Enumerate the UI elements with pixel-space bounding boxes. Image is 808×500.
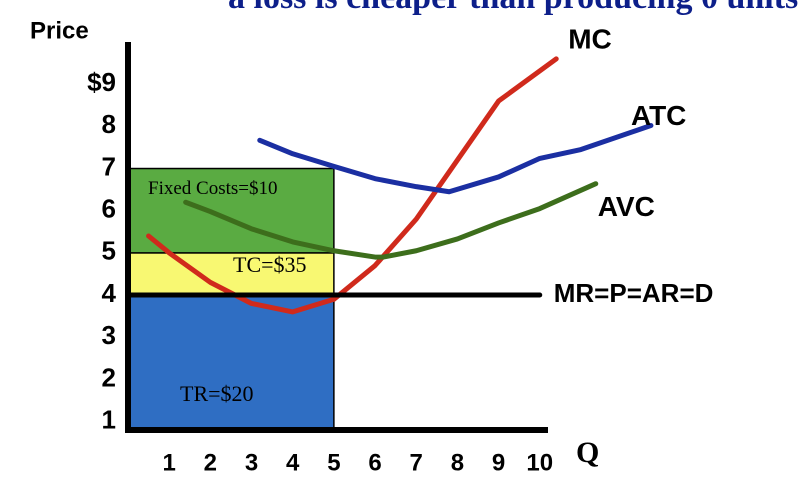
x-tick-label: 7 xyxy=(410,449,423,476)
legend-label: MR=P=AR=D xyxy=(554,278,714,308)
region-label: TR=$20 xyxy=(180,381,254,406)
region-label: TC=$35 xyxy=(233,252,307,277)
region xyxy=(128,252,335,296)
y-tick-label: 2 xyxy=(102,362,116,392)
series-line xyxy=(146,56,559,315)
region xyxy=(128,167,335,254)
y-tick-label: 8 xyxy=(102,109,116,139)
x-tick-label: 3 xyxy=(245,449,258,476)
x-tick-label: 10 xyxy=(526,449,553,476)
y-axis-label: Price xyxy=(30,17,89,44)
legend-label: MC xyxy=(568,23,612,54)
x-tick-label: 2 xyxy=(204,449,217,476)
series-line xyxy=(257,123,654,195)
x-tick-label: 1 xyxy=(162,449,175,476)
x-tick-label: 6 xyxy=(368,449,381,476)
legend-label: AVC xyxy=(598,191,655,222)
y-tick-label: $9 xyxy=(87,67,116,97)
y-tick-label: 5 xyxy=(102,236,116,266)
chart-title: a loss is cheaper than producing 0 units xyxy=(228,0,798,16)
series-line xyxy=(183,181,599,260)
x-tick-label: 9 xyxy=(492,449,505,476)
legend-label: ATC xyxy=(631,100,686,131)
regions xyxy=(128,167,335,430)
x-tick-label: 5 xyxy=(327,449,340,476)
region xyxy=(128,294,335,430)
x-tick-label: 8 xyxy=(451,449,464,476)
x-tick-label: 4 xyxy=(286,449,300,476)
y-tick-label: 6 xyxy=(102,194,116,224)
y-tick-label: 1 xyxy=(102,404,116,434)
y-tick-label: 4 xyxy=(102,278,117,308)
region-label: Fixed Costs=$10 xyxy=(148,178,277,199)
x-axis-label: Q xyxy=(576,436,599,469)
y-tick-label: 7 xyxy=(102,151,116,181)
y-tick-label: 3 xyxy=(102,320,116,350)
